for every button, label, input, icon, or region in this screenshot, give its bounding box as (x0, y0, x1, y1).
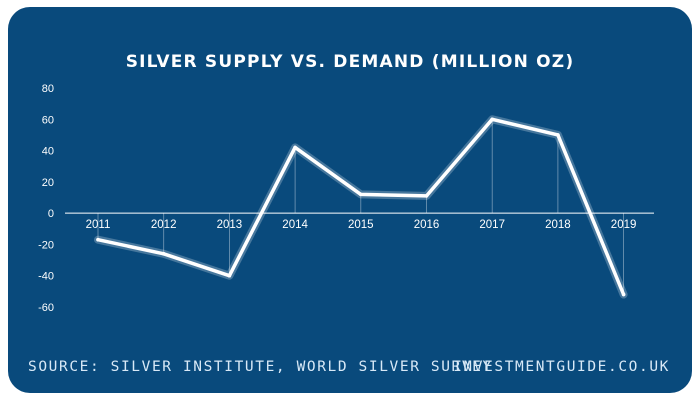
data-point (424, 194, 429, 198)
x-tick-label: 2014 (282, 219, 308, 231)
data-point (293, 145, 297, 150)
y-tick-label: -20 (38, 239, 54, 251)
source-note: SOURCE: SILVER INSTITUTE, WORLD SILVER S… (28, 359, 493, 375)
x-tick-label: 2017 (479, 219, 505, 231)
y-tick-label: 60 (42, 114, 54, 126)
data-point (161, 252, 166, 256)
x-tick-label: 2015 (348, 219, 374, 231)
y-tick-label: -60 (38, 302, 54, 314)
data-point (490, 117, 495, 122)
y-tick-label: -40 (38, 271, 54, 283)
chart-card: SILVER SUPPLY VS. DEMAND (MILLION OZ) 80… (8, 7, 692, 393)
data-point (621, 292, 626, 297)
site-credit: INVESTMENTGUIDE.CO.UK (453, 359, 670, 375)
line-chart: 80 60 40 20 0 -20 -40 -60 2011 2012 2013 2014 2015 20… (38, 83, 654, 314)
data-point (359, 192, 363, 197)
x-tick-label: 2011 (86, 219, 111, 231)
x-tick-label: 2013 (217, 219, 243, 231)
data-point (227, 273, 232, 278)
x-tick-label: 2016 (414, 219, 440, 231)
x-tick-label: 2018 (545, 219, 571, 231)
x-tick-label: 2012 (151, 219, 177, 231)
y-tick-label: 20 (42, 177, 54, 189)
chart-title: SILVER SUPPLY VS. DEMAND (MILLION OZ) (125, 52, 575, 72)
y-tick-label: 0 (48, 208, 54, 220)
y-tick-label: 80 (42, 83, 54, 95)
y-tick-label: 40 (42, 146, 54, 158)
data-point (556, 133, 560, 137)
data-point (96, 237, 100, 242)
x-tick-label: 2019 (611, 219, 637, 231)
